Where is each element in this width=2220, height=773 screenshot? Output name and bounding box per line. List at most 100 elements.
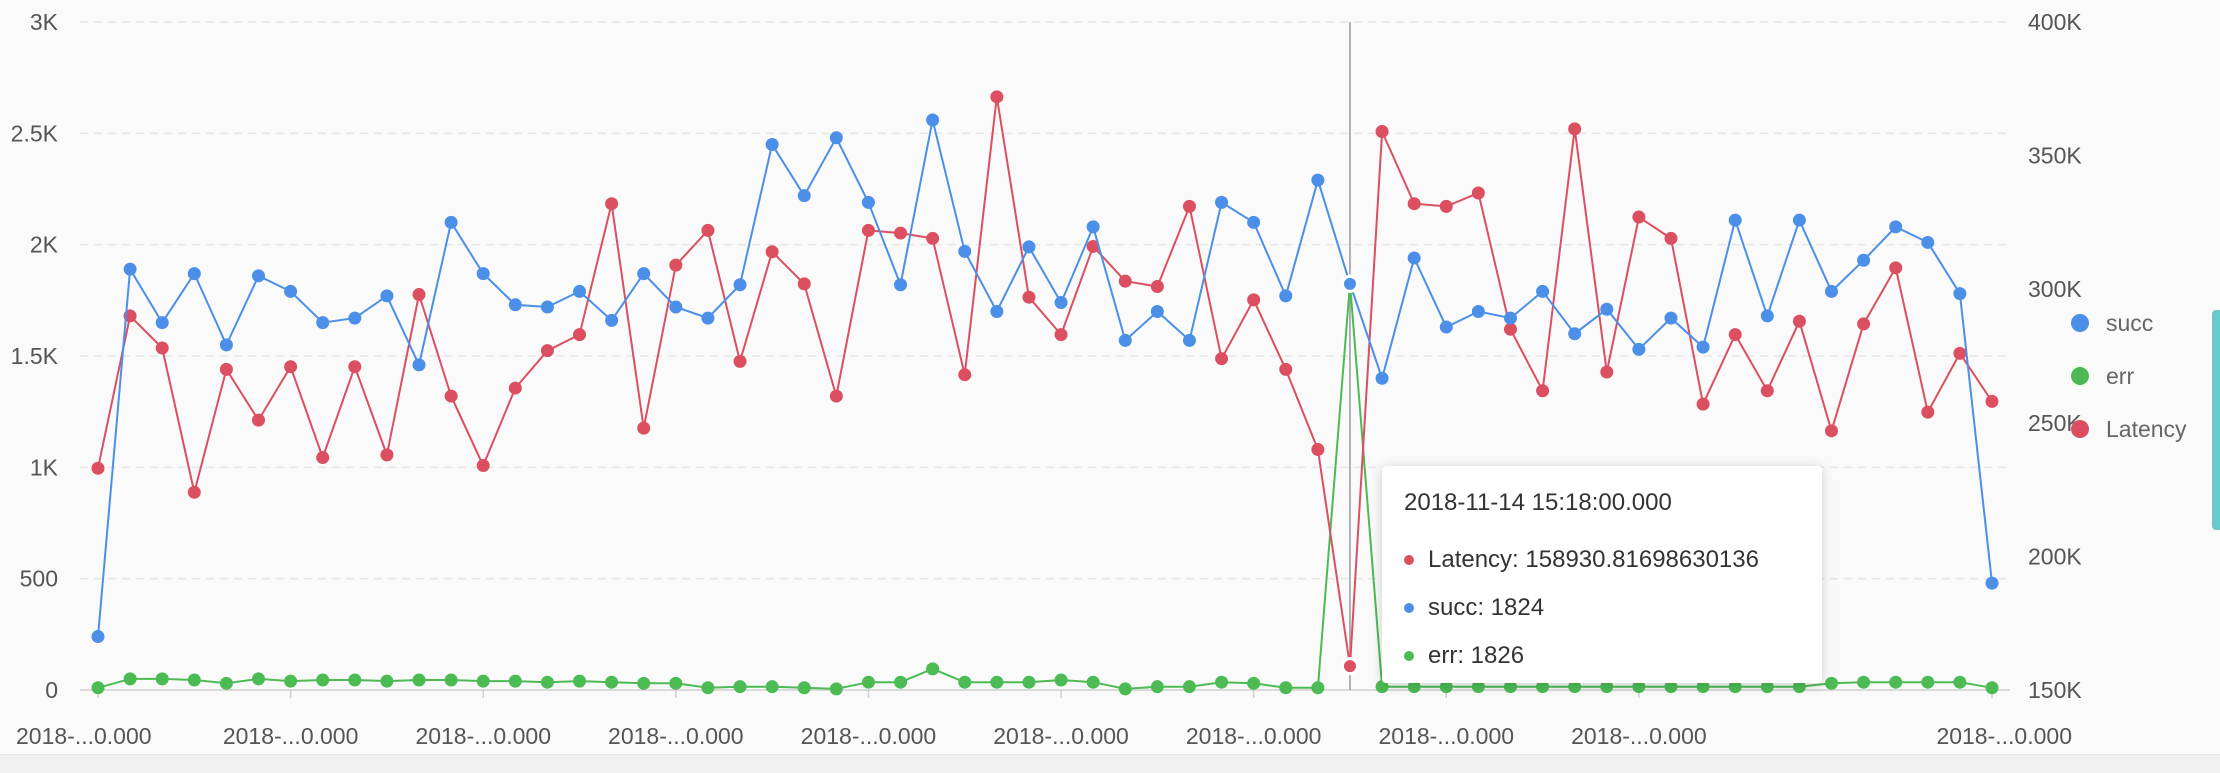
data-point-latency	[765, 245, 779, 259]
bottom-scroll-strip[interactable]	[0, 754, 2220, 773]
data-point-err	[91, 681, 105, 695]
data-point-err	[1182, 680, 1196, 694]
legend-label-err[interactable]: err	[2106, 363, 2134, 389]
data-point-succ	[1857, 253, 1871, 267]
data-point-succ	[1696, 340, 1710, 354]
data-point-succ	[1375, 371, 1389, 385]
data-point-latency	[1568, 122, 1582, 136]
data-point-succ	[1889, 220, 1903, 234]
legend-marker-err[interactable]	[2071, 367, 2089, 385]
data-point-latency	[1503, 322, 1517, 336]
data-point-err	[669, 676, 683, 690]
data-point-succ	[573, 284, 587, 298]
data-point-latency	[1150, 280, 1164, 294]
data-point-latency	[1792, 314, 1806, 328]
data-point-latency	[284, 360, 298, 374]
data-point-succ	[1340, 274, 1359, 293]
y-left-tick-label: 0	[45, 677, 58, 703]
data-point-latency	[219, 362, 233, 376]
data-point-latency	[1921, 405, 1935, 419]
data-point-succ	[1985, 576, 1999, 590]
data-point-err	[926, 662, 940, 676]
data-point-err	[1696, 680, 1710, 694]
data-point-latency	[187, 485, 201, 499]
data-point-latency	[1857, 317, 1871, 331]
data-point-latency	[605, 197, 619, 211]
data-point-err	[1568, 680, 1582, 694]
data-point-succ	[1054, 296, 1068, 310]
tooltip-row-succ: succ: 1824	[1404, 584, 1800, 632]
legend-label-latency[interactable]: Latency	[2106, 416, 2187, 442]
chart-tooltip: 2018-11-14 15:18:00.000 Latency: 158930.…	[1382, 466, 1822, 683]
y-right-tick-label: 200K	[2028, 543, 2082, 569]
data-point-err	[1279, 681, 1293, 695]
y-left-tick-label: 500	[20, 566, 58, 592]
data-point-succ	[1824, 284, 1838, 298]
legend-label-succ[interactable]: succ	[2106, 310, 2153, 336]
data-point-succ	[1150, 304, 1164, 318]
data-point-latency	[91, 461, 105, 475]
x-tick-label: 2018-...0.000	[16, 723, 152, 749]
data-point-succ	[348, 311, 362, 325]
data-point-err	[1054, 673, 1068, 687]
data-point-err	[1792, 680, 1806, 694]
data-point-succ	[1632, 342, 1646, 356]
scrollbar-accent[interactable]	[2212, 310, 2220, 530]
data-point-succ	[1600, 302, 1614, 316]
legend-marker-succ[interactable]	[2071, 314, 2089, 332]
data-point-succ	[733, 278, 747, 292]
data-point-err	[573, 674, 587, 688]
series-line-latency	[97, 96, 1993, 667]
data-point-err	[252, 672, 266, 686]
data-point-succ	[894, 278, 908, 292]
data-point-latency	[508, 381, 522, 395]
data-point-err	[1150, 680, 1164, 694]
data-point-succ	[187, 267, 201, 281]
data-point-latency	[1728, 328, 1742, 342]
data-point-succ	[155, 316, 169, 330]
data-point-succ	[1664, 311, 1678, 325]
data-point-err	[1536, 680, 1550, 694]
data-point-succ	[380, 289, 394, 303]
x-tick-label: 2018-...0.000	[1936, 723, 2072, 749]
data-point-latency	[1696, 397, 1710, 411]
data-point-latency	[1022, 290, 1036, 304]
y-left-tick-label: 1K	[30, 454, 59, 480]
data-point-succ	[1247, 215, 1261, 229]
data-point-err	[1600, 680, 1614, 694]
tooltip-err-text: err: 1826	[1428, 642, 1525, 669]
data-point-latency	[1375, 125, 1389, 139]
y-right-tick-label: 300K	[2028, 276, 2082, 302]
tooltip-row-err: err: 1826	[1404, 632, 1800, 680]
data-point-latency	[316, 451, 330, 465]
data-point-err	[508, 674, 522, 688]
data-point-latency	[861, 223, 875, 237]
data-point-err	[958, 675, 972, 689]
data-point-latency	[380, 448, 394, 462]
data-point-err	[1985, 681, 1999, 695]
data-point-succ	[284, 284, 298, 298]
data-point-latency	[1471, 186, 1485, 200]
data-point-succ	[669, 300, 683, 314]
data-point-succ	[1760, 309, 1774, 323]
latency-dot-icon	[1404, 555, 1414, 565]
data-point-latency	[1439, 199, 1453, 213]
data-point-err	[1215, 675, 1229, 689]
data-point-err	[476, 674, 490, 688]
data-point-succ	[829, 131, 843, 145]
data-point-succ	[990, 304, 1004, 318]
legend-marker-latency[interactable]	[2071, 420, 2089, 438]
data-point-latency	[1279, 362, 1293, 376]
data-point-latency	[1536, 384, 1550, 398]
data-point-err	[284, 674, 298, 688]
data-point-latency	[252, 413, 266, 427]
data-point-err	[123, 672, 137, 686]
data-point-succ	[1953, 287, 1967, 301]
data-point-succ	[508, 298, 522, 312]
data-point-err	[733, 680, 747, 694]
data-point-latency	[1086, 239, 1100, 253]
data-point-err	[1086, 675, 1100, 689]
data-point-err	[1311, 681, 1325, 695]
data-point-latency	[829, 389, 843, 403]
